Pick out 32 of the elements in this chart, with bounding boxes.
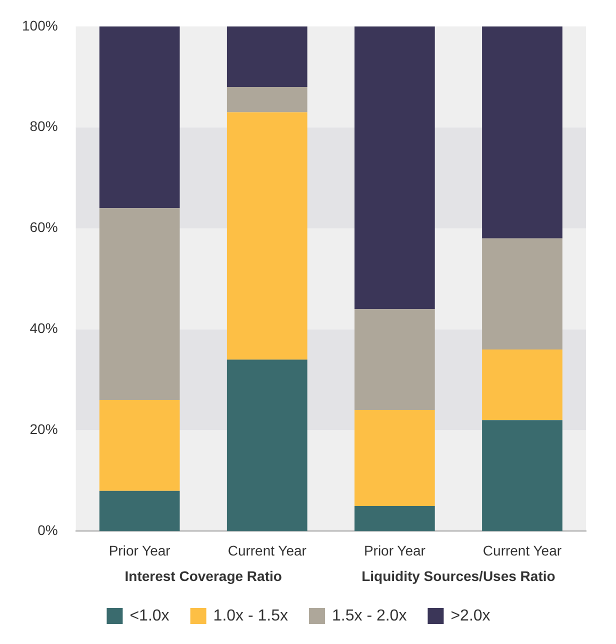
bar — [226, 86, 308, 112]
x-tick-label: Current Year — [228, 542, 307, 558]
bar — [482, 420, 562, 532]
legend-label: 1.0x - 1.5x — [213, 607, 288, 624]
bar — [99, 400, 180, 491]
legend-label: <1.0x — [130, 607, 170, 624]
legend-label: >2.0x — [450, 607, 490, 624]
bar — [354, 309, 435, 410]
x-tick-label: Prior Year — [108, 542, 171, 558]
bar — [99, 490, 180, 532]
y-tick-label: 40% — [30, 320, 58, 336]
text: Liquidity Sources/Uses Ratio — [362, 568, 556, 584]
y-tick-label: 60% — [30, 219, 58, 236]
y-tick-label: 80% — [30, 118, 58, 134]
text: Interest Coverage Ratio — [124, 568, 282, 584]
bar — [226, 360, 308, 532]
bar — [482, 238, 562, 350]
bar — [354, 26, 435, 310]
x-tick-label: Current Year — [482, 542, 562, 558]
y-tick-label: 0% — [38, 522, 58, 538]
bar — [99, 208, 180, 400]
bar — [482, 26, 562, 238]
y-tick-label: 20% — [30, 421, 58, 438]
bar — [226, 112, 308, 360]
bar — [482, 349, 562, 420]
bar — [354, 506, 435, 532]
bar — [226, 26, 308, 87]
bar — [99, 26, 180, 208]
bar — [354, 410, 435, 506]
y-tick-label: 100% — [22, 17, 58, 34]
x-tick-label: Prior Year — [364, 542, 426, 558]
legend-label: 1.5x - 2.0x — [332, 607, 407, 624]
